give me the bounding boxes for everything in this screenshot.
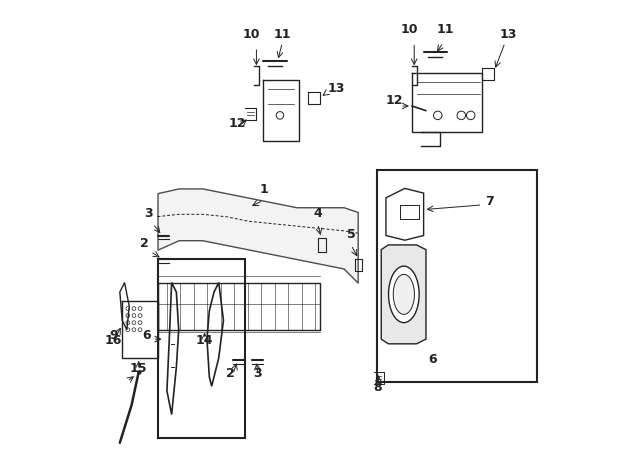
Text: 13: 13 <box>327 82 344 95</box>
Text: 7: 7 <box>485 195 494 208</box>
Text: 14: 14 <box>196 334 213 347</box>
Text: 13: 13 <box>500 28 517 41</box>
Polygon shape <box>207 283 223 386</box>
Text: 10: 10 <box>401 23 419 36</box>
Polygon shape <box>120 283 129 330</box>
Ellipse shape <box>393 274 415 315</box>
Text: 6: 6 <box>142 329 151 342</box>
Polygon shape <box>381 245 426 344</box>
Text: 1: 1 <box>259 183 268 196</box>
Text: 2: 2 <box>140 237 149 250</box>
Text: 15: 15 <box>130 362 147 375</box>
Bar <box>376 170 537 382</box>
Text: 11: 11 <box>273 28 291 41</box>
Text: 4: 4 <box>313 207 322 219</box>
Text: 11: 11 <box>436 23 454 36</box>
Bar <box>157 259 244 438</box>
Text: 5: 5 <box>347 228 355 241</box>
Polygon shape <box>386 188 424 240</box>
Ellipse shape <box>388 266 419 323</box>
Text: 3: 3 <box>144 207 152 219</box>
Text: 2: 2 <box>226 367 235 380</box>
Text: 12: 12 <box>386 94 403 106</box>
Text: 9: 9 <box>109 329 118 342</box>
Text: 3: 3 <box>253 367 262 380</box>
Text: 8: 8 <box>374 381 382 394</box>
Text: 10: 10 <box>243 28 260 41</box>
Text: 6: 6 <box>428 353 436 365</box>
Text: 16: 16 <box>104 334 122 347</box>
Text: 12: 12 <box>229 117 246 130</box>
Polygon shape <box>167 283 179 414</box>
